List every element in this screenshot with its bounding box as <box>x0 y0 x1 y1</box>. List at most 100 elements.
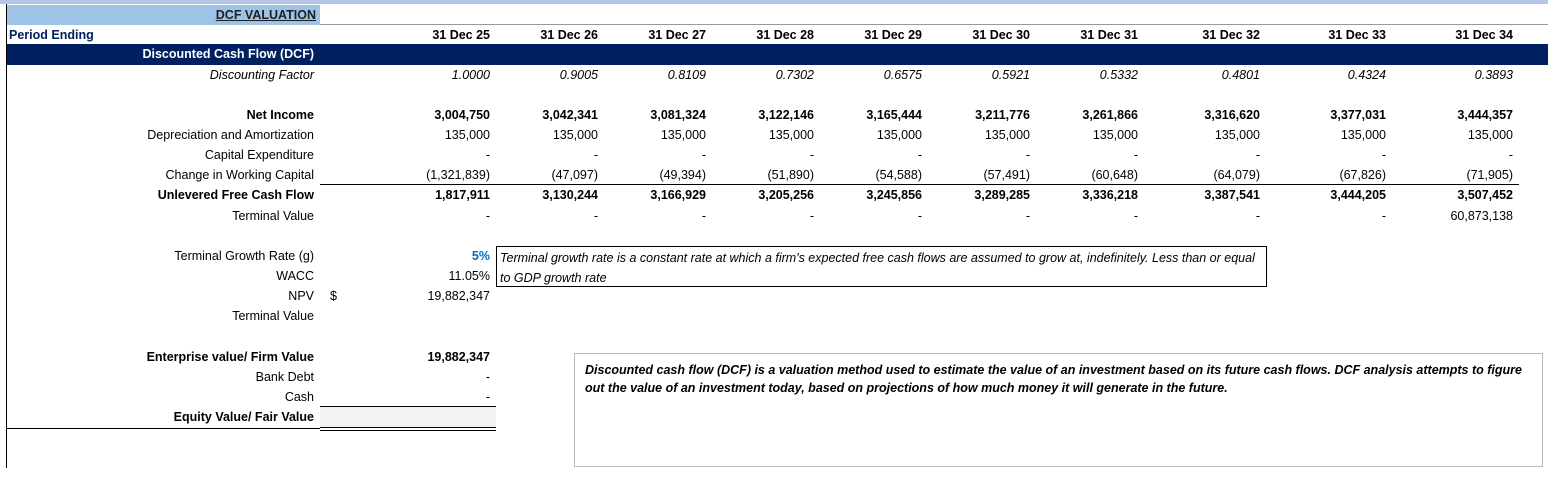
sheet-title[interactable]: DCF VALUATION <box>7 5 320 25</box>
value-cell[interactable]: 3,122,146 <box>758 108 814 122</box>
value-cell[interactable]: 3,444,357 <box>1457 108 1513 122</box>
period-header[interactable]: 31 Dec 30 <box>972 28 1030 42</box>
value-cell[interactable]: - <box>1381 148 1386 162</box>
period-header[interactable]: 31 Dec 29 <box>864 28 922 42</box>
period-header[interactable]: 31 Dec 34 <box>1455 28 1513 42</box>
period-header[interactable]: 31 Dec 27 <box>648 28 706 42</box>
summary-value[interactable]: 19,882,347 <box>427 289 490 304</box>
value-cell[interactable]: 135,000 <box>1467 128 1513 142</box>
value-cell[interactable]: 1.0000 <box>451 68 490 82</box>
value-cell[interactable]: - <box>917 209 922 223</box>
value-cell[interactable]: (60,648) <box>1091 168 1138 182</box>
summary-value[interactable]: 5% <box>471 249 490 263</box>
value-cell[interactable]: - <box>701 148 706 162</box>
section-title[interactable]: Discounted Cash Flow (DCF) <box>142 47 314 61</box>
summary-label[interactable]: Terminal Growth Rate (g) <box>174 249 314 263</box>
summary-value[interactable]: 19,882,347 <box>427 349 490 364</box>
value-cell[interactable]: 3,444,205 <box>1330 188 1386 202</box>
value-cell[interactable]: 3,261,866 <box>1082 108 1138 122</box>
value-cell[interactable]: (51,890) <box>767 168 814 182</box>
value-cell[interactable]: - <box>485 209 490 223</box>
value-cell[interactable]: 135,000 <box>444 128 490 142</box>
row-label[interactable]: Net Income <box>246 108 314 122</box>
value-cell[interactable]: 0.8109 <box>667 68 706 82</box>
value-cell[interactable]: 60,873,138 <box>1450 209 1513 223</box>
value-cell[interactable]: (67,826) <box>1339 168 1386 182</box>
value-cell[interactable]: - <box>809 148 814 162</box>
value-cell[interactable]: 0.9005 <box>559 68 598 82</box>
value-cell[interactable]: 0.5921 <box>991 68 1030 82</box>
value-cell[interactable]: 3,507,452 <box>1457 188 1513 202</box>
summary-value[interactable]: 11.05% <box>448 269 490 284</box>
row-label[interactable]: Terminal Value <box>232 209 314 223</box>
summary-value[interactable]: - <box>485 369 490 384</box>
summary-label[interactable]: NPV <box>288 289 314 304</box>
row-label[interactable]: Discounting Factor <box>209 68 314 82</box>
value-cell[interactable]: 3,336,218 <box>1082 188 1138 202</box>
value-cell[interactable]: 1,817,911 <box>435 188 490 202</box>
value-cell[interactable]: 3,245,856 <box>866 188 922 202</box>
value-cell[interactable]: 3,377,031 <box>1330 108 1386 122</box>
value-cell[interactable]: - <box>701 209 706 223</box>
value-cell[interactable]: - <box>1255 148 1260 162</box>
value-cell[interactable]: 135,000 <box>660 128 706 142</box>
value-cell[interactable]: 3,081,324 <box>650 108 706 122</box>
value-cell[interactable]: 135,000 <box>768 128 814 142</box>
value-cell[interactable]: (71,905) <box>1466 168 1513 182</box>
value-cell[interactable]: 135,000 <box>552 128 598 142</box>
value-cell[interactable]: - <box>809 209 814 223</box>
value-cell[interactable]: 0.5332 <box>1099 68 1138 82</box>
value-cell[interactable]: 3,205,256 <box>758 188 814 202</box>
period-header[interactable]: 31 Dec 26 <box>540 28 598 42</box>
value-cell[interactable]: 135,000 <box>984 128 1030 142</box>
summary-value[interactable]: - <box>485 389 490 404</box>
period-header[interactable]: 31 Dec 25 <box>432 28 490 42</box>
value-cell[interactable]: - <box>1255 209 1260 223</box>
value-cell[interactable]: - <box>1133 148 1138 162</box>
value-cell[interactable]: 0.4801 <box>1221 68 1260 82</box>
value-cell[interactable]: 3,166,929 <box>650 188 706 202</box>
value-cell[interactable]: 3,165,444 <box>866 108 922 122</box>
value-cell[interactable]: - <box>917 148 922 162</box>
value-cell[interactable]: 3,289,285 <box>974 188 1030 202</box>
row-label[interactable]: Depreciation and Amortization <box>147 128 314 142</box>
value-cell[interactable]: 3,316,620 <box>1204 108 1260 122</box>
value-cell[interactable]: - <box>1508 148 1513 162</box>
summary-label[interactable]: WACC <box>276 269 314 284</box>
value-cell[interactable]: 3,042,341 <box>542 108 598 122</box>
value-cell[interactable]: (54,588) <box>875 168 922 182</box>
row-label[interactable]: Capital Expenditure <box>204 148 314 162</box>
value-cell[interactable]: 135,000 <box>876 128 922 142</box>
value-cell[interactable]: - <box>1133 209 1138 223</box>
value-cell[interactable]: 0.7302 <box>775 68 814 82</box>
row-label[interactable]: Change in Working Capital <box>165 168 314 182</box>
value-cell[interactable]: - <box>1381 209 1386 223</box>
value-cell[interactable]: 0.4324 <box>1347 68 1386 82</box>
value-cell[interactable]: (47,097) <box>551 168 598 182</box>
summary-label[interactable]: Bank Debt <box>255 369 314 384</box>
summary-label[interactable]: Enterprise value/ Firm Value <box>146 349 314 364</box>
value-cell[interactable]: 135,000 <box>1340 128 1386 142</box>
summary-label[interactable]: Cash <box>284 389 314 404</box>
period-header[interactable]: 31 Dec 33 <box>1328 28 1386 42</box>
value-cell[interactable]: 0.3893 <box>1474 68 1513 82</box>
summary-label[interactable]: Terminal Value <box>232 309 314 324</box>
value-cell[interactable]: (49,394) <box>659 168 706 182</box>
period-header[interactable]: 31 Dec 28 <box>756 28 814 42</box>
value-cell[interactable]: 0.6575 <box>883 68 922 82</box>
period-label[interactable]: Period Ending <box>9 28 94 42</box>
row-label[interactable]: Unlevered Free Cash Flow <box>157 188 314 202</box>
period-header[interactable]: 31 Dec 32 <box>1202 28 1260 42</box>
value-cell[interactable]: (64,079) <box>1213 168 1260 182</box>
value-cell[interactable]: 135,000 <box>1214 128 1260 142</box>
value-cell[interactable]: - <box>1025 148 1030 162</box>
value-cell[interactable]: - <box>485 148 490 162</box>
value-cell[interactable]: - <box>593 209 598 223</box>
value-cell[interactable]: 3,387,541 <box>1204 188 1260 202</box>
dcf-note-textbox[interactable]: Discounted cash flow (DCF) is a valuatio… <box>574 353 1543 467</box>
value-cell[interactable]: 135,000 <box>1092 128 1138 142</box>
value-cell[interactable]: 3,211,776 <box>975 108 1030 122</box>
value-cell[interactable]: - <box>1025 209 1030 223</box>
value-cell[interactable]: 3,004,750 <box>434 108 490 122</box>
value-cell[interactable]: (1,321,839) <box>426 168 490 182</box>
